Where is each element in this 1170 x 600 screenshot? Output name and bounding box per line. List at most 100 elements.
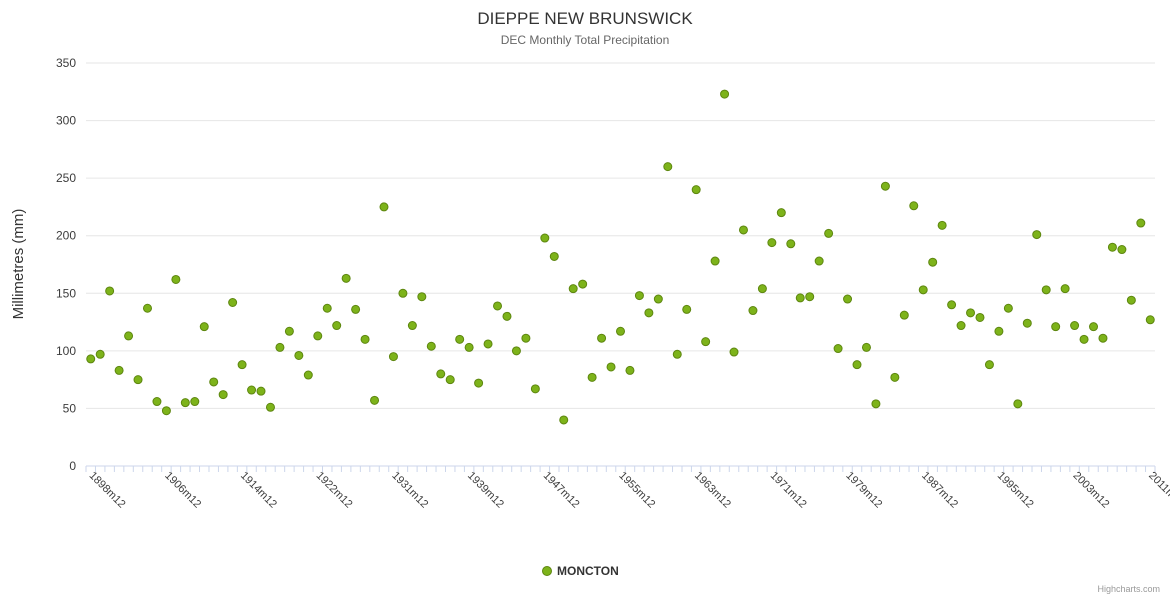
data-point[interactable] (265, 402, 275, 412)
data-point[interactable] (984, 360, 994, 370)
data-point[interactable] (332, 321, 342, 331)
data-point[interactable] (370, 395, 380, 405)
data-point[interactable] (843, 294, 853, 304)
data-point[interactable] (738, 225, 748, 235)
data-point[interactable] (511, 346, 521, 356)
data-point[interactable] (663, 162, 673, 172)
data-point[interactable] (133, 375, 143, 385)
data-point[interactable] (909, 201, 919, 211)
data-point[interactable] (1022, 318, 1032, 328)
data-point[interactable] (947, 300, 957, 310)
data-point[interactable] (322, 303, 332, 313)
data-point[interactable] (237, 360, 247, 370)
data-point[interactable] (616, 326, 625, 336)
data-point[interactable] (502, 311, 512, 321)
data-point[interactable] (833, 344, 843, 354)
data-point[interactable] (284, 326, 294, 336)
data-point[interactable] (1136, 218, 1146, 228)
data-point[interactable] (1070, 321, 1080, 331)
data-point[interactable] (152, 397, 162, 407)
data-point[interactable] (303, 370, 313, 380)
data-point[interactable] (767, 238, 777, 248)
data-point[interactable] (720, 89, 730, 99)
data-point[interactable] (483, 339, 493, 349)
data-point[interactable] (776, 208, 786, 218)
legend[interactable]: MONCTON (542, 564, 619, 578)
data-point[interactable] (436, 369, 446, 379)
data-point[interactable] (606, 362, 616, 372)
data-point[interactable] (748, 306, 758, 316)
data-point[interactable] (379, 202, 389, 212)
data-point[interactable] (1003, 303, 1013, 313)
data-point[interactable] (313, 331, 323, 341)
data-point[interactable] (597, 333, 607, 343)
data-point[interactable] (124, 331, 134, 341)
data-point[interactable] (1089, 322, 1099, 332)
data-point[interactable] (360, 334, 370, 344)
data-point[interactable] (975, 312, 985, 322)
data-point[interactable] (729, 347, 739, 357)
data-point[interactable] (682, 304, 692, 314)
data-point[interactable] (559, 415, 569, 425)
highcharts-credit-link[interactable]: Highcharts.com (1097, 584, 1160, 594)
data-point[interactable] (218, 390, 228, 400)
data-point[interactable] (1126, 295, 1136, 305)
data-point[interactable] (568, 284, 578, 294)
data-point[interactable] (105, 286, 115, 296)
data-point[interactable] (417, 292, 427, 302)
data-point[interactable] (805, 292, 815, 302)
data-point[interactable] (786, 239, 796, 249)
data-point[interactable] (388, 352, 398, 362)
data-point[interactable] (890, 372, 900, 382)
data-point[interactable] (994, 326, 1004, 336)
data-point[interactable] (1060, 284, 1070, 294)
legend-marker-icon[interactable] (542, 566, 552, 576)
data-point[interactable] (871, 399, 881, 409)
data-point[interactable] (294, 350, 304, 360)
data-point[interactable] (1079, 334, 1089, 344)
data-point[interactable] (114, 365, 124, 375)
data-point[interactable] (710, 256, 720, 266)
data-point[interactable] (795, 293, 805, 303)
data-point[interactable] (1145, 315, 1155, 325)
data-point[interactable] (757, 284, 767, 294)
data-point[interactable] (275, 342, 285, 352)
data-point[interactable] (966, 308, 976, 318)
data-point[interactable] (644, 308, 654, 318)
data-point[interactable] (455, 334, 465, 344)
data-point[interactable] (398, 288, 408, 298)
data-point[interactable] (928, 257, 938, 267)
data-point[interactable] (209, 377, 219, 387)
data-point[interactable] (852, 360, 862, 370)
data-point[interactable] (880, 181, 890, 191)
data-point[interactable] (918, 285, 928, 295)
data-point[interactable] (653, 294, 663, 304)
data-point[interactable] (540, 233, 550, 243)
data-point[interactable] (247, 385, 257, 395)
data-point[interactable] (824, 228, 834, 238)
data-point[interactable] (171, 274, 181, 284)
data-point[interactable] (530, 384, 540, 394)
data-point[interactable] (549, 251, 559, 261)
data-point[interactable] (1013, 399, 1023, 409)
data-point[interactable] (521, 333, 531, 343)
data-point[interactable] (228, 297, 238, 307)
data-point[interactable] (578, 279, 588, 289)
data-point[interactable] (190, 397, 200, 407)
data-point[interactable] (1041, 285, 1051, 295)
data-point[interactable] (161, 406, 171, 416)
data-point[interactable] (445, 375, 455, 385)
data-point[interactable] (407, 321, 417, 331)
data-point[interactable] (142, 303, 152, 313)
data-point[interactable] (672, 349, 682, 359)
data-point[interactable] (691, 185, 701, 195)
data-point[interactable] (701, 337, 711, 347)
data-point[interactable] (1051, 322, 1061, 332)
data-point[interactable] (1098, 333, 1108, 343)
data-point[interactable] (426, 341, 436, 351)
data-point[interactable] (1117, 245, 1127, 255)
data-point[interactable] (861, 342, 871, 352)
data-point[interactable] (180, 398, 190, 408)
data-point[interactable] (625, 365, 635, 375)
data-point[interactable] (86, 354, 96, 364)
